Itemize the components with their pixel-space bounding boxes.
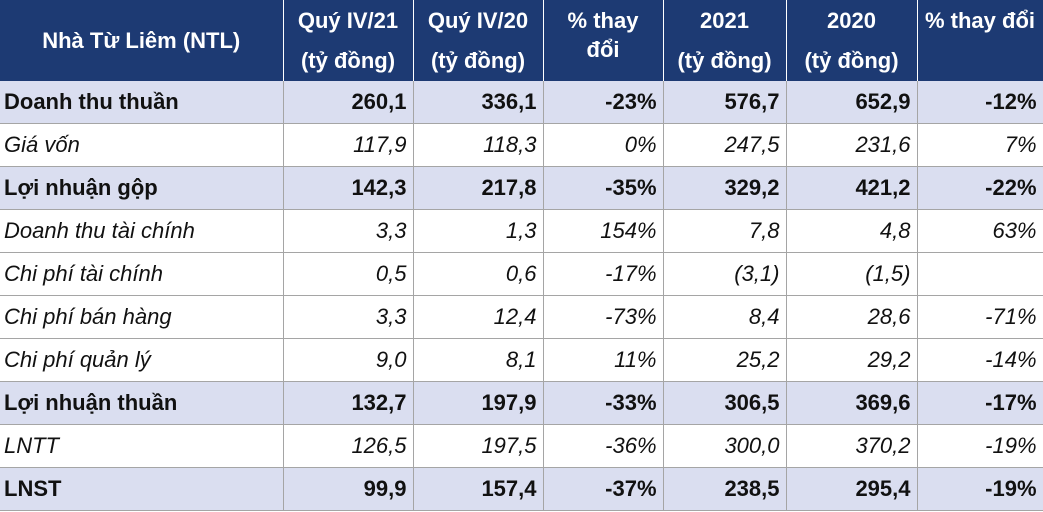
cell-ychg: -19% <box>917 467 1043 511</box>
cell-ychg: -17% <box>917 381 1043 425</box>
cell-q420: 336,1 <box>413 81 544 124</box>
cell-q421: 132,7 <box>283 381 414 425</box>
cell-qchg: -37% <box>543 467 664 511</box>
cell-q420: 197,9 <box>413 381 544 425</box>
cell-ychg: -14% <box>917 338 1043 382</box>
cell-qchg: 0% <box>543 123 664 167</box>
row-label: Lợi nhuận thuần <box>0 381 284 425</box>
cell-ychg: -71% <box>917 295 1043 339</box>
table-row: LNTT 126,5 197,5 -36% 300,0 370,2 -19% <box>0 424 1043 468</box>
col-q420-title: Quý IV/20 <box>413 0 544 41</box>
cell-q421: 99,9 <box>283 467 414 511</box>
cell-qchg: -33% <box>543 381 664 425</box>
row-label: LNTT <box>0 424 284 468</box>
cell-ychg: -12% <box>917 81 1043 124</box>
table-row: Lợi nhuận gộp 142,3 217,8 -35% 329,2 421,2 -22… <box>0 166 1043 210</box>
row-label: Chi phí quản lý <box>0 338 284 382</box>
cell-q420: 12,4 <box>413 295 544 339</box>
cell-2021: 306,5 <box>663 381 787 425</box>
cell-q421: 3,3 <box>283 295 414 339</box>
cell-2020: 28,6 <box>786 295 918 339</box>
cell-2021: 238,5 <box>663 467 787 511</box>
cell-2021: (3,1) <box>663 252 787 296</box>
cell-2021: 25,2 <box>663 338 787 382</box>
cell-q421: 3,3 <box>283 209 414 253</box>
cell-q421: 9,0 <box>283 338 414 382</box>
col-q421-unit: (tỷ đồng) <box>283 41 414 81</box>
cell-qchg: 11% <box>543 338 664 382</box>
row-label: LNST <box>0 467 284 511</box>
col-ychg-title: % thay đổi <box>917 0 1043 81</box>
cell-qchg: -23% <box>543 81 664 124</box>
table-body: Doanh thu thuần 260,1 336,1 -23% 576,7 652,9-… <box>0 81 1043 511</box>
table-row: Doanh thu tài chính 3,3 1,3 154% 7,8 4,8 63% <box>0 209 1043 253</box>
cell-q420: 197,5 <box>413 424 544 468</box>
cell-2020: 29,2 <box>786 338 918 382</box>
row-label: Chi phí bán hàng <box>0 295 284 339</box>
cell-2020: 369,6 <box>786 381 918 425</box>
table-row: Chi phí tài chính 0,5 0,6 -17% (3,1) (1,5) <box>0 252 1043 296</box>
cell-ychg: 63% <box>917 209 1043 253</box>
col-qchg-title: % thay đổi <box>543 0 664 81</box>
cell-q420: 1,3 <box>413 209 544 253</box>
table-row: Chi phí bán hàng 3,3 12,4 -73% 8,4 28,6 -71% <box>0 295 1043 339</box>
cell-ychg: -19% <box>917 424 1043 468</box>
cell-2020: 295,4 <box>786 467 918 511</box>
cell-q420: 8,1 <box>413 338 544 382</box>
table-row: Chi phí quản lý 9,0 8,1 11% 25,2 29,2 -14% <box>0 338 1043 382</box>
cell-2020: 4,8 <box>786 209 918 253</box>
col-q421-title: Quý IV/21 <box>283 0 414 41</box>
cell-q420: 217,8 <box>413 166 544 210</box>
cell-2021: 247,5 <box>663 123 787 167</box>
cell-2020: 231,6 <box>786 123 918 167</box>
cell-ychg: 7% <box>917 123 1043 167</box>
cell-ychg <box>917 252 1043 296</box>
row-label: Giá vốn <box>0 123 284 167</box>
cell-2020: 652,9 <box>786 81 918 124</box>
col-2021-title: 2021 <box>663 0 787 41</box>
cell-2020: 421,2 <box>786 166 918 210</box>
cell-qchg: -36% <box>543 424 664 468</box>
cell-2021: 7,8 <box>663 209 787 253</box>
col-2020-unit: (tỷ đồng) <box>786 41 918 81</box>
cell-q421: 126,5 <box>283 424 414 468</box>
table-header: Nhà Từ Liêm (NTL) Quý IV/21 Quý IV/20 % … <box>0 0 1043 81</box>
col-2020-title: 2020 <box>786 0 918 41</box>
cell-q421: 142,3 <box>283 166 414 210</box>
cell-q420: 157,4 <box>413 467 544 511</box>
cell-2021: 329,2 <box>663 166 787 210</box>
cell-2021: 576,7 <box>663 81 787 124</box>
row-label: Doanh thu tài chính <box>0 209 284 253</box>
cell-2020: 370,2 <box>786 424 918 468</box>
cell-ychg: -22% <box>917 166 1043 210</box>
cell-2021: 300,0 <box>663 424 787 468</box>
cell-2021: 8,4 <box>663 295 787 339</box>
cell-q420: 0,6 <box>413 252 544 296</box>
table-row: Giá vốn 117,9 118,3 0% 247,5 231,6 7% <box>0 123 1043 167</box>
cell-q421: 260,1 <box>283 81 414 124</box>
col-q420-unit: (tỷ đồng) <box>413 41 544 81</box>
cell-qchg: -35% <box>543 166 664 210</box>
cell-q421: 117,9 <box>283 123 414 167</box>
table-row: Lợi nhuận thuần 132,7 197,9 -33% 306,5 369,6-… <box>0 381 1043 425</box>
cell-qchg: -17% <box>543 252 664 296</box>
cell-qchg: 154% <box>543 209 664 253</box>
cell-qchg: -73% <box>543 295 664 339</box>
table-row: LNST 99,9 157,4 -37% 238,5 295,4 -19% <box>0 467 1043 511</box>
cell-q421: 0,5 <box>283 252 414 296</box>
row-label: Lợi nhuận gộp <box>0 166 284 210</box>
col-2021-unit: (tỷ đồng) <box>663 41 787 81</box>
cell-q420: 118,3 <box>413 123 544 167</box>
company-header: Nhà Từ Liêm (NTL) <box>0 0 284 81</box>
row-label: Doanh thu thuần <box>0 81 284 124</box>
table-row: Doanh thu thuần 260,1 336,1 -23% 576,7 652,9-… <box>0 81 1043 124</box>
cell-2020: (1,5) <box>786 252 918 296</box>
row-label: Chi phí tài chính <box>0 252 284 296</box>
